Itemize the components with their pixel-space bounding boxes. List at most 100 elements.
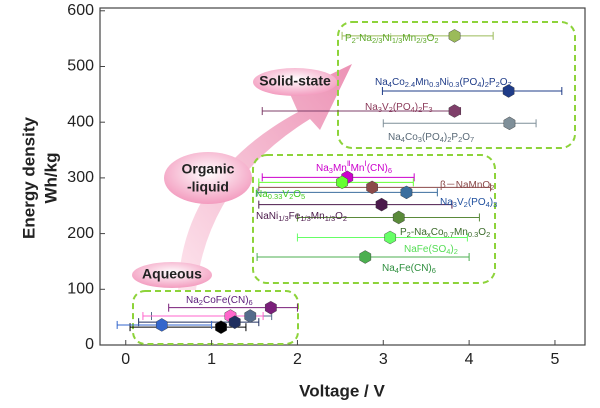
label-text: Co — [405, 132, 418, 143]
label-subscript: 3 — [329, 166, 333, 175]
label-text: -Na — [356, 33, 373, 44]
label-text: P — [451, 132, 458, 143]
group-boxes — [132, 21, 576, 345]
label-text: O — [335, 211, 343, 222]
point-label: Na2CoFe(CN)6 — [186, 295, 253, 307]
error-bar — [381, 86, 563, 95]
point — [155, 318, 168, 332]
organic-box — [252, 154, 496, 284]
label-subscript: 2.4 — [405, 80, 415, 89]
label-text: (PO — [459, 77, 477, 88]
point-label: β－NaMnO2 — [440, 180, 494, 192]
point-label: Na4Co2.4Mn0.3Ni0.3(PO4)2P2O7 — [375, 77, 512, 89]
label-text: Mn — [311, 211, 325, 222]
label-subscript: 4 — [486, 200, 490, 209]
label-subscript: 2 — [458, 135, 462, 144]
point-label: NaNi1/3Fe1/3Mn1/3O2 — [256, 211, 347, 223]
error-bar — [129, 323, 247, 332]
label-text: V — [282, 189, 289, 200]
label-text: NaNi — [256, 211, 278, 222]
point — [336, 175, 348, 190]
label-subscript: 0.3 — [449, 80, 459, 89]
label-subscript: 3 — [378, 105, 382, 114]
label-text: P — [400, 227, 407, 238]
label-subscript: 0.33 — [268, 192, 283, 201]
region-label: -liquid — [187, 179, 229, 195]
label-subscript: 4 — [388, 80, 392, 89]
point — [400, 185, 413, 200]
point-label: Na3MnⅡMnⅠ(CN)6 — [316, 159, 392, 175]
label-text: Fe — [289, 211, 301, 222]
label-subscript: 0.3 — [429, 80, 439, 89]
label-text: (PO — [422, 132, 440, 143]
label-subscript: 2 — [389, 105, 393, 114]
region-label: Aqueous — [142, 266, 202, 282]
error-bar — [341, 31, 494, 40]
label-subscript: 2/3 — [372, 36, 382, 45]
error-bar — [261, 107, 462, 116]
label-text: NaFe(SO — [404, 244, 446, 255]
point — [215, 320, 227, 334]
label-text: Na — [388, 132, 401, 143]
y-tick-label: 300 — [67, 169, 94, 186]
y-tick-label: 500 — [67, 58, 94, 75]
label-text: P — [345, 33, 352, 44]
x-tick-label: 3 — [379, 351, 388, 368]
y-tick-label: 100 — [67, 281, 94, 298]
label-text: Fe(CN) — [399, 263, 432, 274]
label-subscript: 4 — [395, 266, 399, 275]
label-text: Na — [365, 102, 378, 113]
point-label: Na4Fe(CN)6 — [382, 263, 436, 275]
y-tick-label: 400 — [67, 113, 94, 130]
label-subscript: 4 — [446, 247, 450, 256]
label-text: ) — [450, 244, 453, 255]
x-tick-label: 2 — [293, 351, 302, 368]
region-label: Solid-state — [259, 73, 331, 89]
label-text: ) — [490, 197, 493, 208]
label-text: Mn — [415, 77, 429, 88]
point — [448, 29, 461, 43]
point-label: P2-Na2/3Ni1/3Mn2/3O2 — [345, 33, 439, 45]
error-bar — [261, 173, 415, 182]
label-text: Mn — [333, 163, 347, 174]
point — [228, 315, 241, 329]
label-subscript: 2 — [454, 247, 458, 256]
label-subscript: 1/3 — [325, 214, 335, 223]
label-text: Co — [392, 77, 405, 88]
label-text: O — [500, 77, 508, 88]
point — [366, 180, 378, 195]
label-subscript: 2 — [418, 105, 422, 114]
x-tick-label: 4 — [465, 351, 474, 368]
label-subscript: 2 — [490, 183, 494, 192]
label-subscript: 3 — [418, 135, 422, 144]
x-tick-label: 5 — [551, 351, 560, 368]
point — [359, 250, 372, 264]
label-text: (PO — [468, 197, 486, 208]
label-text: Na — [440, 197, 453, 208]
point-label: Na4Co3(PO4)2P2O7 — [388, 132, 474, 144]
y-tick-label: 200 — [67, 225, 94, 242]
label-text: O — [427, 33, 435, 44]
point-label: NaFe(SO4)2 — [404, 244, 458, 256]
label-text: (PO — [393, 102, 411, 113]
label-text: O — [462, 132, 470, 143]
label-subscript: 4 — [401, 135, 405, 144]
label-superscript: Ⅰ — [364, 159, 366, 168]
label-subscript: 2 — [434, 36, 438, 45]
label-subscript: 4 — [411, 105, 415, 114]
point-label: Na0.33V2O5 — [255, 189, 305, 201]
label-subscript: 3 — [428, 105, 432, 114]
point — [265, 300, 277, 315]
label-superscript: Ⅱ — [347, 159, 351, 168]
point-label: P2-NaxCo0.7Mn0.3O2 — [400, 227, 490, 239]
label-subscript: x — [427, 230, 431, 239]
label-subscript: 1/3 — [392, 36, 402, 45]
label-text: CoFe(CN) — [203, 295, 249, 306]
label-subscript: 5 — [301, 192, 305, 201]
label-text: Ni — [382, 33, 391, 44]
label-text: V — [457, 197, 464, 208]
plot-frame — [99, 7, 586, 346]
label-subscript: 2 — [289, 192, 293, 201]
point — [244, 309, 257, 323]
